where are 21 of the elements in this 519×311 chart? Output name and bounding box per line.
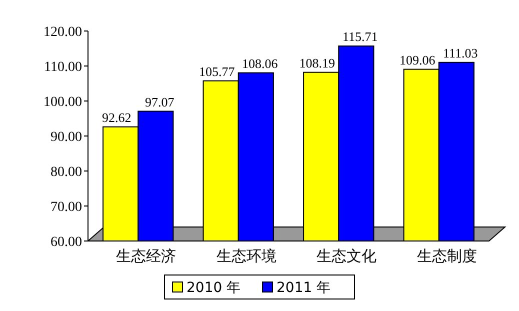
x-tick-label: 生态制度 [416,247,477,265]
legend-label: 2010 年 [186,280,241,296]
legend-label: 2011 年 [276,280,331,296]
y-tick-label: 90.00 [50,130,82,145]
y-tick-label: 70.00 [50,200,82,215]
data-label: 108.19 [299,55,335,70]
x-tick-label: 生态环境 [216,247,276,265]
data-label: 92.62 [102,110,132,125]
data-label: 108.06 [242,56,278,71]
y-tick-label: 80.00 [50,164,82,180]
x-tick-label: 生态文化 [316,247,377,265]
y-tick-label: 120.00 [44,24,82,40]
data-label: 97.07 [145,94,175,110]
data-label: 109.06 [399,52,436,68]
data-label: 111.03 [443,45,478,60]
data-label: 105.77 [198,64,236,79]
y-tick-label: 110.00 [44,60,82,75]
y-tick-label: 60.00 [50,234,82,250]
y-tick-label: 100.00 [44,94,82,110]
data-label: 115.71 [342,29,378,44]
x-tick-label: 生态经济 [116,247,176,265]
